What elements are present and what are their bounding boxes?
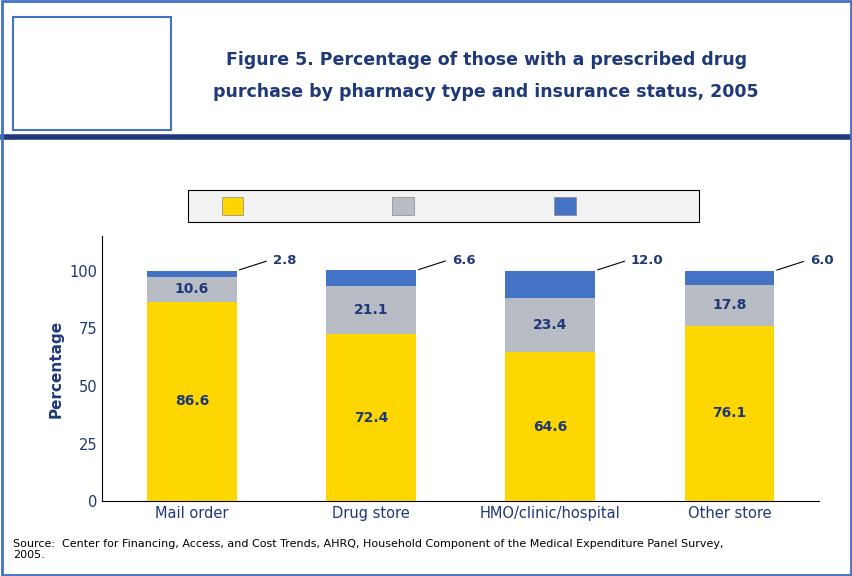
Bar [504, 353, 594, 501]
Bar [504, 271, 594, 298]
Text: Advancing
Excellence in
Health Care: Advancing Excellence in Health Care [34, 73, 94, 105]
Bar [325, 334, 416, 501]
Text: 64.6: 64.6 [532, 420, 567, 434]
Text: AHRQ: AHRQ [35, 48, 93, 67]
Text: 2.8: 2.8 [272, 254, 296, 267]
Text: 6.6: 6.6 [452, 253, 475, 267]
Text: 72.4: 72.4 [354, 411, 388, 425]
Text: Source:  Center for Financing, Access, and Cost Trends, AHRQ, Household Componen: Source: Center for Financing, Access, an… [13, 539, 722, 560]
Text: 76.1: 76.1 [711, 407, 746, 420]
Bar [147, 271, 236, 277]
Bar [147, 302, 236, 501]
Text: 12.0: 12.0 [630, 254, 663, 267]
Bar [325, 271, 416, 286]
Text: 21.1: 21.1 [354, 303, 388, 317]
Text: 86.6: 86.6 [175, 395, 209, 408]
Bar [683, 285, 773, 326]
Text: Figure 5. Percentage of those with a prescribed drug: Figure 5. Percentage of those with a pre… [226, 51, 746, 70]
Y-axis label: Percentage: Percentage [49, 320, 64, 418]
Bar [504, 298, 594, 353]
Text: 6.0: 6.0 [809, 254, 832, 267]
Bar [683, 271, 773, 285]
Text: 17.8: 17.8 [711, 298, 746, 312]
Text: uninsured: uninsured [585, 199, 652, 213]
Bar [325, 286, 416, 334]
Bar [683, 326, 773, 501]
Text: any private: any private [253, 199, 329, 213]
Text: 10.6: 10.6 [175, 282, 209, 297]
Text: 23.4: 23.4 [532, 319, 567, 332]
Bar [147, 277, 236, 302]
Text: public only: public only [423, 199, 496, 213]
Text: purchase by pharmacy type and insurance status, 2005: purchase by pharmacy type and insurance … [213, 83, 758, 101]
